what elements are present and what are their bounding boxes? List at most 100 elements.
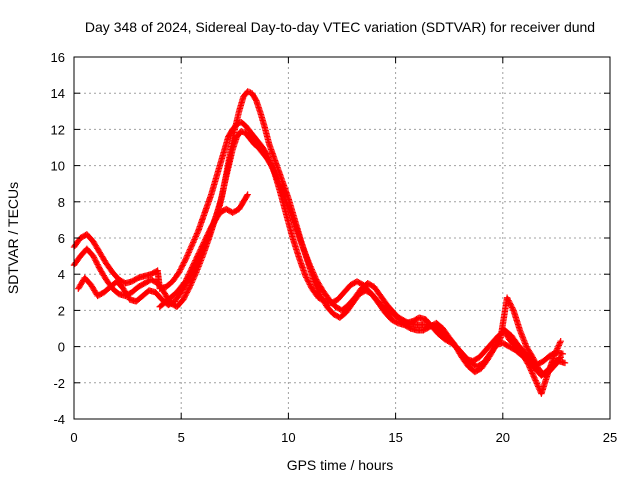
data-point — [189, 240, 196, 247]
data-point — [528, 352, 536, 360]
y-tick-label: 10 — [51, 159, 65, 174]
series-track-5 — [499, 325, 564, 397]
series-track-4 — [156, 191, 251, 310]
y-tick-label: -4 — [53, 412, 65, 427]
data-point — [525, 361, 532, 368]
data-point — [186, 247, 193, 255]
data-point — [307, 282, 314, 290]
x-tick-label: 20 — [496, 430, 510, 445]
data-point — [312, 274, 319, 282]
data-point — [305, 278, 312, 285]
data-point — [532, 377, 539, 384]
data-point — [193, 254, 200, 261]
data-point — [553, 346, 561, 354]
series-track-3 — [75, 128, 564, 379]
data-point — [303, 274, 310, 281]
data-point — [525, 362, 533, 370]
data-point — [303, 275, 311, 283]
data-point — [198, 243, 206, 250]
data-point — [202, 235, 210, 242]
data-point — [309, 269, 317, 276]
data-point — [187, 267, 194, 274]
x-tick-label: 15 — [388, 430, 402, 445]
data-point — [187, 244, 194, 252]
x-tick-label: 0 — [70, 430, 77, 445]
data-point — [184, 272, 192, 280]
y-tick-label: 4 — [58, 267, 65, 282]
data-point — [551, 352, 558, 359]
data-point — [91, 255, 98, 263]
data-point — [180, 260, 187, 268]
data-point — [302, 272, 309, 280]
data-point — [508, 302, 515, 310]
data-point — [185, 286, 192, 293]
data-point — [183, 253, 190, 261]
data-point — [307, 263, 314, 270]
data-point — [194, 251, 202, 259]
y-tick-label: -2 — [53, 376, 65, 391]
data-point — [196, 247, 204, 255]
data-point — [184, 250, 192, 258]
data-point — [504, 295, 512, 303]
data-point — [529, 370, 536, 377]
x-tick-label: 5 — [178, 430, 185, 445]
data-point — [309, 267, 316, 275]
data-point — [552, 348, 560, 355]
x-axis-label: GPS time / hours — [287, 457, 394, 473]
data-point — [273, 175, 281, 182]
data-point — [95, 264, 103, 271]
data-point — [244, 191, 251, 198]
data-point — [238, 128, 245, 135]
data-point — [273, 173, 280, 181]
data-point — [272, 172, 279, 179]
data-point — [180, 294, 188, 302]
data-point — [186, 283, 193, 291]
data-point — [92, 258, 100, 265]
data-point — [505, 297, 512, 304]
data-point — [554, 345, 561, 352]
data-point — [201, 237, 208, 245]
data-point — [184, 287, 191, 295]
data-point — [239, 128, 246, 136]
data-point — [534, 383, 542, 390]
data-point — [306, 261, 314, 269]
data-point — [268, 162, 275, 169]
y-tick-label: 14 — [51, 86, 65, 101]
data-point — [311, 273, 319, 280]
data-point — [308, 266, 315, 273]
y-tick-label: 2 — [58, 303, 65, 318]
data-point — [203, 233, 210, 241]
data-point — [185, 271, 192, 278]
data-point — [555, 342, 562, 349]
data-point — [270, 168, 278, 175]
data-point — [188, 265, 195, 273]
data-point — [180, 259, 188, 266]
x-tick-label: 25 — [603, 430, 617, 445]
series-track-1 — [70, 118, 567, 368]
data-point — [178, 263, 186, 270]
data-point — [531, 357, 538, 364]
data-point — [243, 192, 251, 199]
data-point — [186, 268, 194, 275]
data-point — [196, 249, 203, 256]
data-point — [533, 380, 541, 387]
data-point — [93, 259, 101, 267]
data-point — [556, 340, 563, 348]
data-point — [198, 244, 205, 252]
data-point — [526, 364, 534, 371]
data-point — [506, 298, 513, 306]
data-point — [190, 260, 198, 267]
data-point — [90, 252, 97, 260]
data-point — [245, 88, 253, 96]
data-point — [305, 279, 313, 287]
data-point — [183, 275, 191, 282]
data-point — [176, 267, 183, 275]
data-point — [529, 371, 537, 379]
data-point — [271, 169, 278, 177]
data-point — [559, 350, 567, 358]
data-point — [178, 264, 185, 272]
data-point — [556, 355, 563, 362]
data-point — [185, 285, 193, 292]
data-point — [184, 252, 191, 259]
